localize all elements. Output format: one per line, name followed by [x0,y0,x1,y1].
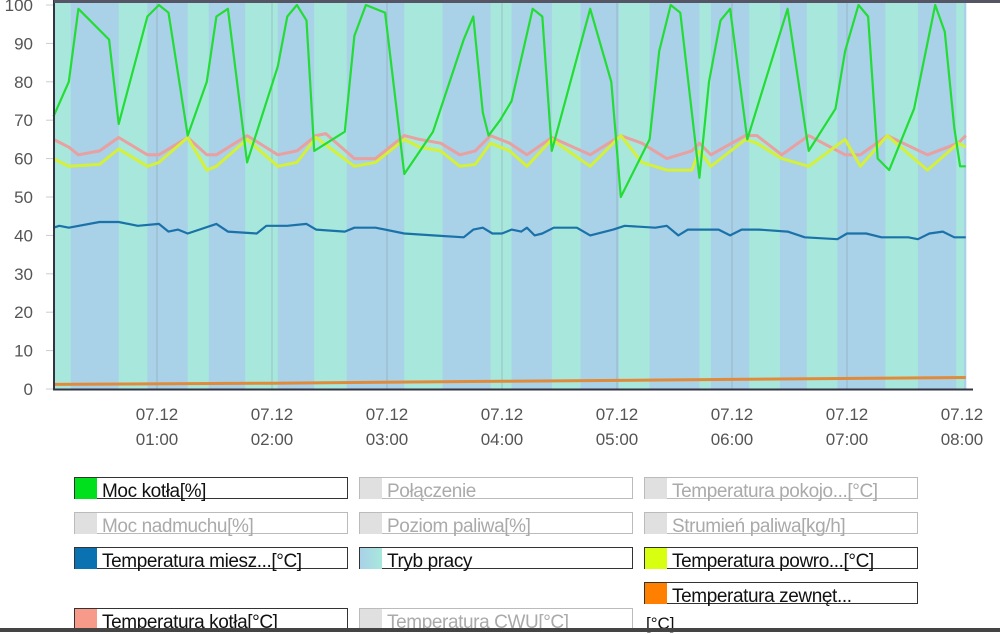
tryb-pracy-band [442,3,491,389]
x-tick-label-time: 05:00 [596,430,639,449]
legend-swatch [75,548,97,569]
legend-label: Strumień paliwa[kg/h] [672,516,846,537]
y-tick-label: 40 [14,226,33,245]
tryb-pracy-band [779,3,808,389]
legend-item-temperatura-zewnetrzna[interactable]: Temperatura zewnęt... [644,582,918,607]
line-chart: 07.12 01:00 07.12 02:00 07.12 03:00 07.12 04:00… [5,0,984,449]
legend-swatch [360,478,382,499]
x-tick-label-time: 06:00 [711,430,754,449]
legend-swatch [360,548,382,569]
legend-item-polaczenie[interactable]: Połączenie [359,477,633,502]
tryb-pracy-band [806,3,838,389]
legend-swatch [75,478,97,499]
tryb-pracy-band [710,3,750,389]
tryb-pracy-band [837,3,886,389]
tryb-pracy-band [70,3,120,389]
tryb-pracy-band [956,3,965,389]
window-bottom-edge [0,628,1000,632]
tryb-pracy-band [147,3,189,389]
y-tick-label: 10 [14,342,33,361]
legend-item-temperatura-mieszacza[interactable]: Temperatura miesz...[°C] [74,547,348,572]
x-tick-label-date: 07.12 [366,405,409,424]
legend-item-strumien-paliwa[interactable]: Strumień paliwa[kg/h] [644,512,918,537]
y-tick-label: 90 [14,34,33,53]
tryb-pracy-band [245,3,279,389]
series-line-2 [52,134,967,172]
x-tick-label-date: 07.12 [941,405,984,424]
legend-swatch [645,478,667,499]
legend-swatch [645,548,667,569]
legend-label: Temperatura kotła[°C] [102,612,278,633]
legend-swatch [75,513,97,534]
tryb-pracy-band [118,3,148,389]
legend-item-poziom-paliwa[interactable]: Poziom paliwa[%] [359,512,633,537]
tryb-pracy-band [885,3,919,389]
legend-label: Połączenie [387,481,476,502]
tryb-pracy-band [580,3,620,389]
tryb-pracy-band [187,3,210,389]
tryb-pracy-band [618,3,651,389]
legend-label: Temperatura CWU[°C] [387,612,569,633]
legend-label: Temperatura pokojo...[°C] [672,481,878,502]
legend-swatch [360,609,382,630]
tryb-pracy-band [346,3,405,389]
legend-swatch [360,513,382,534]
legend-label: Temperatura powro...[°C] [672,551,874,572]
x-tick-label-date: 07.12 [596,405,639,424]
tryb-pracy-band [551,3,582,389]
legend-label: Tryb pracy [387,551,473,572]
series-line-3 [53,220,966,241]
series-line-0 [52,3,966,199]
legend-label: Temperatura miesz...[°C] [102,551,302,572]
x-tick-label-date: 07.12 [826,405,869,424]
legend-label: Temperatura zewnęt... [672,586,852,607]
legend-item-moc-nadmuchu[interactable]: Moc nadmuchu[%] [74,512,348,537]
y-tick-label: 60 [14,150,33,169]
x-tick-label-time: 03:00 [366,430,409,449]
legend-swatch [645,513,667,534]
x-tick-label-date: 07.12 [711,405,754,424]
tryb-pracy-band [963,3,967,389]
y-tick-label: 20 [14,303,33,322]
tryb-pracy-band [404,3,444,389]
tryb-pracy-band [917,3,957,389]
x-tick-label-time: 01:00 [136,430,179,449]
tryb-pracy-band [699,3,712,389]
legend-swatch [75,609,97,630]
x-tick-label-time: 07:00 [826,430,869,449]
x-tick-label-time: 04:00 [481,430,524,449]
y-tick-label: 70 [14,111,33,130]
y-tick-label: 80 [14,73,33,92]
legend-label: Moc nadmuchu[%] [102,516,254,537]
series-line-4 [53,376,966,386]
tryb-pracy-band [53,3,72,389]
legend-swatch [645,583,667,604]
x-tick-label-time: 08:00 [941,430,984,449]
legend-item-temperatura-cwu[interactable]: Temperatura CWU[°C] [359,608,633,633]
tryb-pracy-band [490,3,513,389]
y-tick-label: 0 [24,380,33,399]
legend-item-temperatura-pokojowa[interactable]: Temperatura pokojo...[°C] [644,477,918,502]
y-tick-label: 30 [14,265,33,284]
y-tick-label: 100 [5,0,33,15]
legend-label: Moc kotła[%] [102,481,206,502]
x-tick-label-date: 07.12 [481,405,524,424]
legend-item-moc-kotla[interactable]: Moc kotła[%] [74,477,348,502]
y-tick-label: 50 [14,188,33,207]
tryb-pracy-band [749,3,781,389]
legend-item-temperatura-powrotu[interactable]: Temperatura powro...[°C] [644,547,918,572]
x-tick-label-date: 07.12 [136,405,179,424]
chart-top-border [54,0,1000,3]
legend-item-temperatura-kotla[interactable]: Temperatura kotła[°C] [74,608,348,633]
tryb-pracy-band [208,3,246,389]
legend-label: Poziom paliwa[%] [387,516,531,537]
legend-item-tryb-pracy[interactable]: Tryb pracy [359,547,633,572]
x-tick-label-time: 02:00 [251,430,294,449]
tryb-pracy-band [314,3,348,389]
x-tick-label-date: 07.12 [251,405,294,424]
